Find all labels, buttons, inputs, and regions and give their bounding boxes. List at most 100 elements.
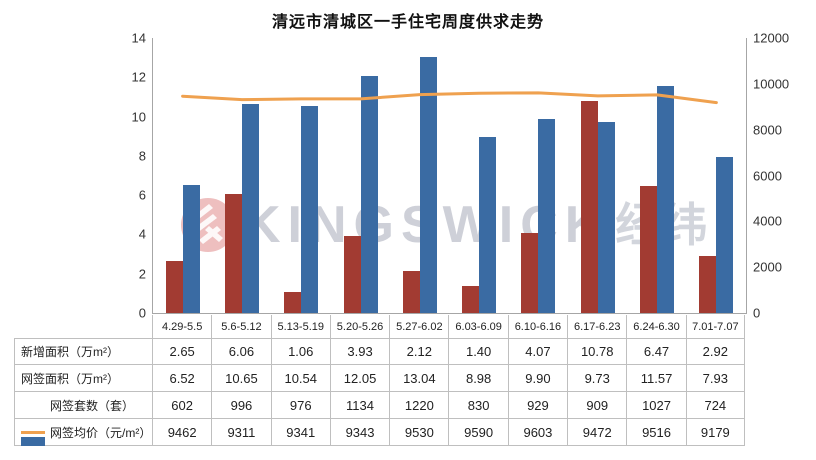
legend-line-swatch xyxy=(21,430,45,434)
table-value-cell: 9603 xyxy=(507,419,568,446)
left-axis-tick: 4 xyxy=(138,226,146,242)
bar-signed-area xyxy=(301,106,319,313)
table-value-cell: 1220 xyxy=(389,392,449,419)
right-axis-tick: 6000 xyxy=(753,168,782,183)
left-axis-tick: 8 xyxy=(138,148,146,164)
right-axis-tick: 4000 xyxy=(753,213,782,229)
bar-signed-area xyxy=(241,103,259,313)
table-value-cell: 7.93 xyxy=(685,365,745,392)
left-axis-tick: 6 xyxy=(138,187,146,203)
bar-new-area xyxy=(402,271,420,313)
bar-new-area xyxy=(640,185,657,313)
x-axis-label: 5.6-5.12 xyxy=(211,315,270,338)
left-axis-tick: 2 xyxy=(138,266,146,282)
legend-label: 网签面积（万m²） xyxy=(21,371,119,386)
table-value-cell: 724 xyxy=(685,392,745,419)
table-value-cell: 1.40 xyxy=(448,338,508,365)
bar-signed-area xyxy=(419,56,437,313)
table-value-cell: 976 xyxy=(270,392,330,419)
table-value-cell: 10.54 xyxy=(270,365,330,392)
table-value-cell: 996 xyxy=(211,392,271,419)
bar-signed-area xyxy=(657,85,674,313)
legend-cell: 网签均价（元/m²） xyxy=(14,419,152,446)
chart-title: 清远市清城区一手住宅周度供求走势 xyxy=(271,14,544,31)
x-axis-label: 5.27-6.02 xyxy=(389,315,448,338)
plot-area: KINGSWICK 经纬 xyxy=(152,38,747,314)
x-axis-label: 5.20-5.26 xyxy=(329,315,389,338)
table-value-cell: 1134 xyxy=(329,392,390,419)
bar-signed-area xyxy=(716,157,734,313)
avg-price-line-layer xyxy=(181,91,718,105)
table-value-cell: 602 xyxy=(152,392,212,419)
x-axis-label: 7.01-7.07 xyxy=(685,315,745,338)
bar-signed-area xyxy=(360,76,378,313)
right-axis-tick: 12000 xyxy=(753,30,790,46)
left-axis-tick: 12 xyxy=(131,69,146,85)
table-corner-blank xyxy=(14,315,152,338)
table-value-cell: 9341 xyxy=(270,419,330,446)
x-axis-label: 6.03-6.09 xyxy=(448,315,507,338)
table-value-cell: 909 xyxy=(567,392,627,419)
table-value-cell: 10.78 xyxy=(567,338,627,365)
x-axis-label: 5.13-5.19 xyxy=(270,315,330,338)
legend-cell: 网签面积（万m²） xyxy=(14,365,152,446)
table-value-cell: 9462 xyxy=(152,419,212,446)
x-axis-label: 6.17-6.23 xyxy=(567,315,626,338)
legend-no-swatch xyxy=(21,401,45,410)
table-value-cell: 9.73 xyxy=(567,365,627,392)
table-value-cell: 9472 xyxy=(567,419,627,446)
table-value-cell: 2.65 xyxy=(152,338,212,365)
left-axis-tick: 10 xyxy=(131,109,146,125)
legend-label: 网签均价（元/m²） xyxy=(50,425,152,440)
table-value-cell: 13.04 xyxy=(389,365,449,392)
x-axis-label: 6.24-6.30 xyxy=(626,315,685,338)
table-value-cell: 6.47 xyxy=(626,338,686,365)
bar-new-area xyxy=(165,260,183,313)
bar-new-area xyxy=(462,285,480,313)
table-value-cell: 12.05 xyxy=(329,365,390,392)
table-value-cell: 929 xyxy=(507,392,568,419)
right-axis-tick: 0 xyxy=(753,305,761,321)
table-value-cell: 6.52 xyxy=(152,365,212,392)
table-value-cell: 6.06 xyxy=(211,338,271,365)
x-axis-label: 6.10-6.16 xyxy=(507,315,567,338)
left-axis-tick: 14 xyxy=(131,30,146,46)
table-value-cell: 9530 xyxy=(389,419,449,446)
table-value-cell: 9179 xyxy=(685,419,745,446)
right-axis-tick: 8000 xyxy=(753,122,782,138)
right-axis-tick: 10000 xyxy=(753,76,790,92)
legend-cell: 新增面积（万m²） xyxy=(14,338,152,446)
table-value-cell: 1.06 xyxy=(270,338,330,365)
table-value-cell: 9311 xyxy=(211,419,271,446)
table-value-cell: 9516 xyxy=(626,419,686,446)
table-value-cell: 9343 xyxy=(329,419,390,446)
avg-price-line xyxy=(181,91,718,105)
legend-label: 网签套数（套） xyxy=(50,398,135,413)
bar-new-area xyxy=(699,255,717,313)
table-value-cell: 8.98 xyxy=(448,365,508,392)
table-value-cell: 2.92 xyxy=(685,338,745,365)
legend-label: 新增面积（万m²） xyxy=(21,345,119,359)
table-value-cell: 1027 xyxy=(626,392,686,419)
table-value-cell: 2.12 xyxy=(389,338,449,365)
right-axis-tick: 2000 xyxy=(753,259,782,275)
table-value-cell: 9.90 xyxy=(507,365,568,392)
table-value-cell: 3.93 xyxy=(329,338,390,365)
table-value-cell: 11.57 xyxy=(626,365,686,392)
bar-new-area xyxy=(521,233,539,313)
data-table: 4.29-5.5 5.6-5.12 5.13-5.19 5.20-5.26 5.27-6… xyxy=(14,315,745,446)
bar-new-area xyxy=(343,235,361,313)
bar-new-area xyxy=(580,101,598,313)
table-value-cell: 9590 xyxy=(448,419,508,446)
x-axis-label: 4.29-5.5 xyxy=(152,315,211,338)
table-value-cell: 10.65 xyxy=(211,365,271,392)
bar-new-area xyxy=(284,292,302,313)
bar-signed-area xyxy=(538,118,556,313)
bar-signed-area xyxy=(479,136,497,313)
left-axis-tick: 0 xyxy=(138,305,146,321)
table-value-cell: 830 xyxy=(448,392,508,419)
table-value-cell: 4.07 xyxy=(507,338,568,365)
legend-cell: 网签套数（套） xyxy=(14,392,152,419)
bar-signed-area xyxy=(597,121,615,313)
